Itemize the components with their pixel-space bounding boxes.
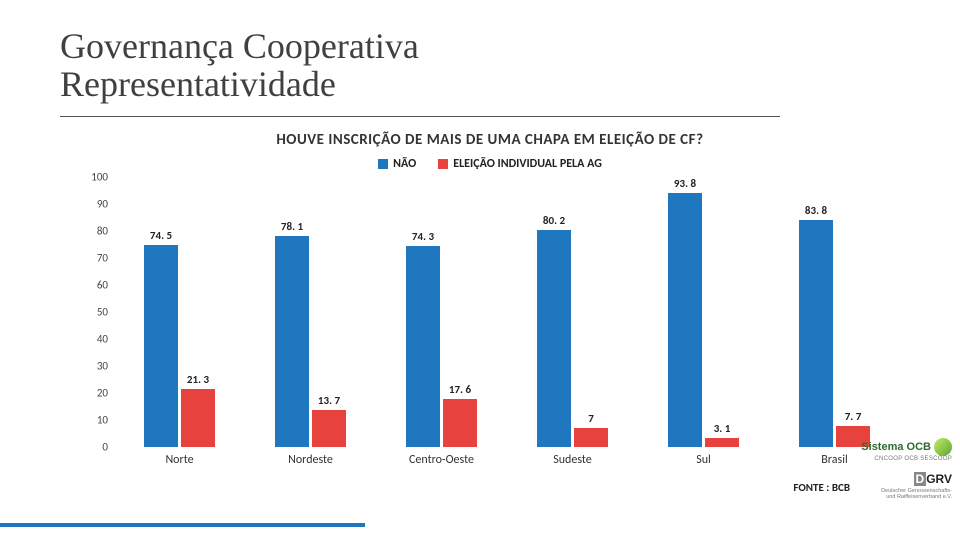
bar-group: 78. 113. 7 bbox=[245, 177, 376, 447]
bar-value-label: 7 bbox=[574, 412, 608, 425]
y-tick: 40 bbox=[97, 332, 108, 345]
y-tick: 80 bbox=[97, 224, 108, 237]
bar-group: 93. 83. 1 bbox=[638, 177, 769, 447]
bar: 78. 1 bbox=[275, 236, 309, 447]
logo-ocb-sub: CNCOOP OCB SESCOOP bbox=[842, 456, 952, 462]
bar-group: 74. 521. 3 bbox=[114, 177, 245, 447]
x-label: Centro-Oeste bbox=[376, 447, 507, 467]
bar: 83. 8 bbox=[799, 220, 833, 446]
legend-item: NÃO bbox=[378, 157, 416, 171]
title-line2: Representatividade bbox=[60, 64, 336, 104]
logos: Sistema OCB CNCOOP OCB SESCOOP DGRV Deut… bbox=[842, 438, 952, 500]
footer-bar bbox=[0, 512, 960, 540]
legend-swatch bbox=[378, 159, 388, 169]
chart-legend: NÃO ELEIÇÃO INDIVIDUAL PELA AG bbox=[80, 157, 900, 171]
x-axis: NorteNordesteCentro-OesteSudesteSulBrasi… bbox=[114, 447, 900, 467]
legend-label: NÃO bbox=[393, 157, 416, 171]
bar: 93. 8 bbox=[668, 193, 702, 446]
bar-value-label: 78. 1 bbox=[275, 220, 309, 233]
bar: 21. 3 bbox=[181, 389, 215, 447]
y-tick: 90 bbox=[97, 197, 108, 210]
chart-plot: 0102030405060708090100 74. 521. 378. 113… bbox=[80, 177, 900, 447]
bar-value-label: 74. 3 bbox=[406, 230, 440, 243]
bar: 74. 5 bbox=[144, 245, 178, 446]
chart-title: HOUVE INSCRIÇÃO DE MAIS DE UMA CHAPA EM … bbox=[80, 131, 900, 149]
x-label: Nordeste bbox=[245, 447, 376, 467]
y-tick: 50 bbox=[97, 305, 108, 318]
bar: 80. 2 bbox=[537, 230, 571, 447]
chart: HOUVE INSCRIÇÃO DE MAIS DE UMA CHAPA EM … bbox=[80, 131, 900, 481]
title-underline bbox=[60, 116, 780, 117]
title-line1: Governança Cooperativa bbox=[60, 26, 419, 66]
bar: 74. 3 bbox=[406, 246, 440, 447]
y-tick: 30 bbox=[97, 359, 108, 372]
x-label: Sudeste bbox=[507, 447, 638, 467]
legend-label: ELEIÇÃO INDIVIDUAL PELA AG bbox=[453, 157, 602, 171]
y-tick: 20 bbox=[97, 386, 108, 399]
logo-ocb: Sistema OCB bbox=[842, 438, 952, 456]
bar-value-label: 80. 2 bbox=[537, 214, 571, 227]
bar: 13. 7 bbox=[312, 410, 346, 447]
legend-swatch bbox=[438, 159, 448, 169]
y-tick: 70 bbox=[97, 251, 108, 264]
y-tick: 10 bbox=[97, 413, 108, 426]
bar: 17. 6 bbox=[443, 399, 477, 447]
logo-dgrv-sub: Deutscher Genossenschafts- und Raiffeise… bbox=[842, 488, 952, 500]
bar-value-label: 3. 1 bbox=[705, 422, 739, 435]
y-tick: 100 bbox=[91, 170, 108, 183]
bar: 7 bbox=[574, 428, 608, 447]
bar-group: 80. 27 bbox=[507, 177, 638, 447]
y-tick: 60 bbox=[97, 278, 108, 291]
bars-container: 74. 521. 378. 113. 774. 317. 680. 2793. … bbox=[114, 177, 900, 447]
bar: 3. 1 bbox=[705, 438, 739, 446]
y-axis: 0102030405060708090100 bbox=[80, 177, 114, 447]
bar-value-label: 74. 5 bbox=[144, 229, 178, 242]
ocb-dot-icon bbox=[934, 438, 952, 456]
dgrv-text: GRV bbox=[926, 472, 952, 486]
bar-group: 83. 87. 7 bbox=[769, 177, 900, 447]
bar-value-label: 93. 8 bbox=[668, 177, 702, 190]
legend-item: ELEIÇÃO INDIVIDUAL PELA AG bbox=[438, 157, 602, 171]
x-label: Sul bbox=[638, 447, 769, 467]
bar-value-label: 7. 7 bbox=[836, 410, 870, 423]
bar-group: 74. 317. 6 bbox=[376, 177, 507, 447]
bar-value-label: 21. 3 bbox=[181, 373, 215, 386]
logo-dgrv: DGRV bbox=[842, 470, 952, 488]
y-tick: 0 bbox=[102, 440, 108, 453]
bar-value-label: 13. 7 bbox=[312, 394, 346, 407]
bar-value-label: 83. 8 bbox=[799, 204, 833, 217]
bar-value-label: 17. 6 bbox=[443, 383, 477, 396]
x-label: Norte bbox=[114, 447, 245, 467]
